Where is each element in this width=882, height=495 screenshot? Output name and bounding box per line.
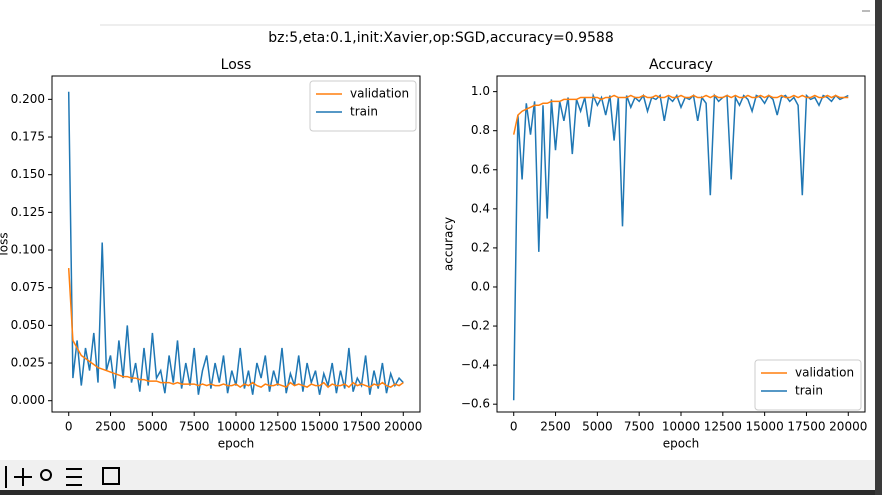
axes-frame (51, 75, 421, 413)
axis-title: Accuracy (649, 57, 713, 73)
x-tick-label: 12500 (704, 420, 742, 434)
y-tick-label: 0.150 (11, 167, 45, 181)
x-tick-label: 20000 (829, 420, 867, 434)
x-tick-label: 10000 (662, 420, 700, 434)
series-line (67, 91, 404, 395)
legend-label: train (795, 384, 823, 398)
legend-label: validation (795, 366, 854, 380)
x-tick-label: 15000 (301, 420, 339, 434)
y-tick-label: 0.100 (11, 243, 45, 257)
y-tick-label: 0.0 (471, 279, 490, 293)
y-tick-label: 0.8 (471, 123, 490, 137)
y-tick-label: 0.050 (11, 318, 45, 332)
x-tick-label: 5000 (137, 420, 168, 434)
y-tick-label: 0.175 (11, 130, 45, 144)
y-tick-label: 0.2 (471, 240, 490, 254)
x-tick-label: 15000 (746, 420, 784, 434)
y-tick-label: 0.125 (11, 205, 45, 219)
y-tick-label: −0.6 (461, 397, 490, 411)
x-tick-label: 5000 (582, 420, 613, 434)
toolbar-icons (5, 466, 120, 488)
x-axis-label: epoch (218, 437, 255, 451)
y-tick-label: 0.6 (471, 162, 490, 176)
y-tick-label: −0.2 (461, 319, 490, 333)
y-tick-label: −0.4 (461, 358, 490, 372)
x-tick-label: 0 (65, 420, 73, 434)
x-tick-label: 7500 (624, 420, 655, 434)
terminal-strip (0, 490, 875, 495)
x-tick-label: 10000 (217, 420, 255, 434)
series-line (512, 94, 849, 135)
series-line (67, 268, 404, 389)
axes-frame (496, 75, 866, 413)
x-tick-label: 12500 (259, 420, 297, 434)
toolbar (0, 460, 875, 490)
x-axis-label: epoch (663, 437, 700, 451)
x-tick-label: 17500 (342, 420, 380, 434)
x-tick-label: 2500 (95, 420, 126, 434)
pan-button[interactable] (14, 468, 32, 486)
x-tick-label: 17500 (787, 420, 825, 434)
y-axis-label: accuracy (442, 217, 456, 271)
configure-button[interactable] (66, 468, 82, 486)
window-border (875, 0, 882, 495)
figure-title: bz:5,eta:0.1,init:Xavier,op:SGD,accuracy… (268, 30, 613, 46)
y-tick-label: 1.0 (471, 84, 490, 98)
x-tick-label: 20000 (384, 420, 422, 434)
x-tick-label: 0 (510, 420, 518, 434)
y-tick-label: 0.075 (11, 280, 45, 294)
y-tick-label: 0.4 (471, 201, 490, 215)
series-line (512, 92, 849, 401)
legend-label: validation (350, 87, 409, 101)
zoom-button[interactable] (40, 469, 52, 481)
y-tick-label: 0.200 (11, 92, 45, 106)
save-button[interactable] (102, 467, 120, 485)
y-tick-label: 0.000 (11, 393, 45, 407)
legend-label: train (350, 105, 378, 119)
axis-title: Loss (221, 57, 252, 73)
x-tick-label: 7500 (179, 420, 210, 434)
y-tick-label: 0.025 (11, 356, 45, 370)
x-tick-label: 2500 (540, 420, 571, 434)
y-axis-label: loss (0, 232, 11, 255)
